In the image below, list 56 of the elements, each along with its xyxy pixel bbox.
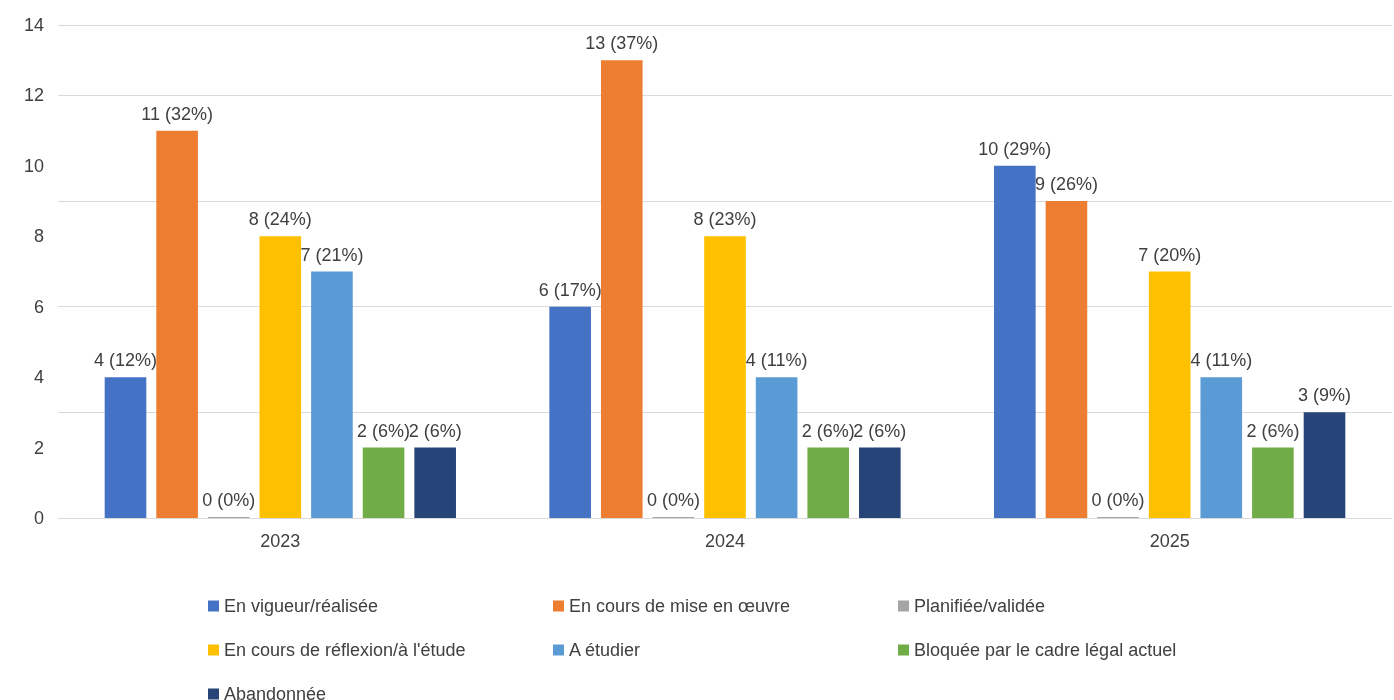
bar xyxy=(600,60,643,518)
bar xyxy=(259,236,302,518)
data-label: 7 (20%) xyxy=(1138,244,1202,265)
y-tick-label: 0 xyxy=(33,508,44,528)
bar xyxy=(1148,271,1191,518)
y-tick-label: 4 xyxy=(33,367,44,388)
data-label: 6 (17%) xyxy=(538,279,602,300)
data-label: 4 (11%) xyxy=(1190,350,1253,371)
bar xyxy=(104,377,147,518)
bar xyxy=(704,236,746,518)
bar xyxy=(755,377,798,518)
data-label: 8 (23%) xyxy=(693,209,757,230)
legend-label: En vigueur/réalisée xyxy=(224,596,379,616)
bar xyxy=(156,130,198,518)
data-label: 2 (6%) xyxy=(408,420,462,441)
bar xyxy=(1252,447,1294,518)
data-label: 8 (24%) xyxy=(248,209,312,230)
bar xyxy=(859,447,901,518)
data-label: 10 (29%) xyxy=(978,138,1052,159)
data-label: 0 (0%) xyxy=(1091,490,1145,510)
legend-label: En cours de mise en œuvre xyxy=(569,596,791,616)
x-tick-label: 2023 xyxy=(260,531,301,551)
y-tick-label: 10 xyxy=(23,155,44,176)
data-label: 9 (26%) xyxy=(1034,174,1098,195)
legend-label: A étudier xyxy=(569,640,641,660)
legend-label: En cours de réflexion/à l'étude xyxy=(224,640,466,660)
bar xyxy=(807,447,850,518)
y-tick-label: 14 xyxy=(23,15,44,35)
bar xyxy=(362,447,405,518)
data-label: 7 (21%) xyxy=(300,244,364,265)
bar xyxy=(994,165,1036,518)
bar xyxy=(1200,377,1243,518)
x-tick-label: 2024 xyxy=(704,531,746,551)
bar xyxy=(414,447,456,518)
bar xyxy=(1045,201,1088,518)
y-tick-label: 6 xyxy=(33,296,44,317)
bar xyxy=(311,271,353,518)
y-tick-label: 2 xyxy=(33,437,44,458)
data-label: 11 (32%) xyxy=(141,103,213,124)
data-label: 0 (0%) xyxy=(646,490,700,510)
data-label: 4 (11%) xyxy=(745,350,808,371)
legend-label: Bloquée par le cadre légal actuel xyxy=(914,640,1177,660)
data-label: 2 (6%) xyxy=(1246,420,1300,441)
x-tick-label: 2025 xyxy=(1149,531,1190,551)
data-label: 2 (6%) xyxy=(853,420,907,441)
data-label: 4 (12%) xyxy=(93,350,158,371)
legend-label: Abandonnée xyxy=(224,684,327,700)
data-label: 0 (0%) xyxy=(202,490,256,510)
data-label: 13 (37%) xyxy=(585,33,659,54)
legend-label: Planifiée/validée xyxy=(914,596,1046,616)
data-label: 3 (9%) xyxy=(1297,385,1352,406)
y-tick-label: 8 xyxy=(33,226,44,247)
y-tick-label: 12 xyxy=(23,85,44,106)
data-label: 2 (6%) xyxy=(801,420,855,441)
bar xyxy=(1303,412,1346,518)
bar xyxy=(549,306,591,518)
